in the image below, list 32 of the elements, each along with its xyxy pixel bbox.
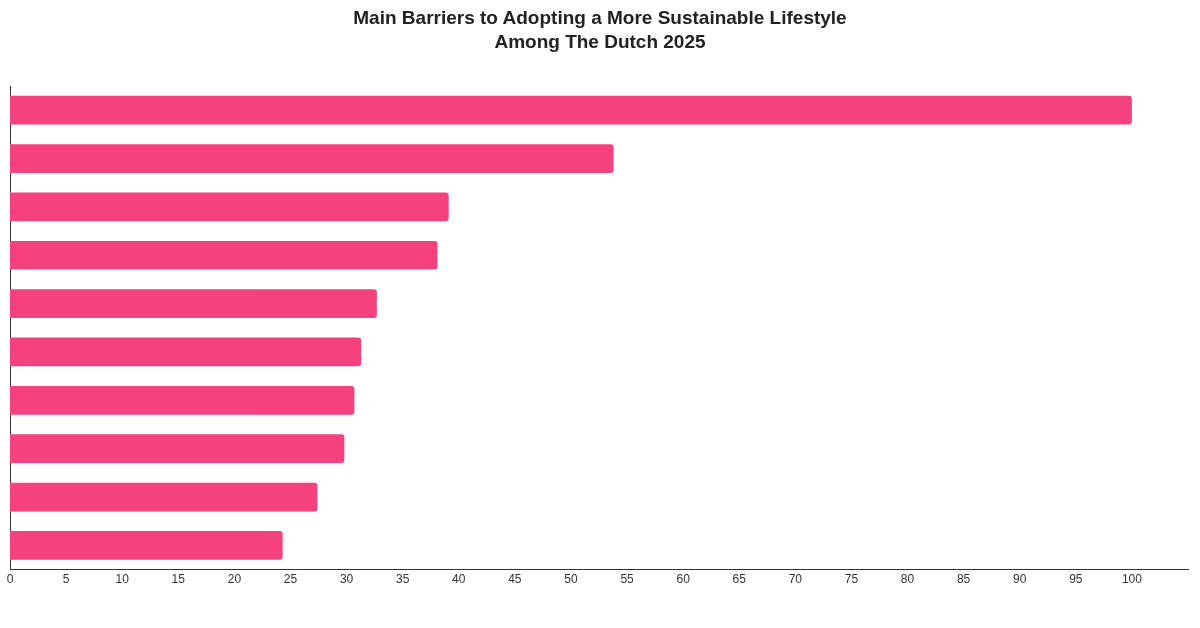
x-tick-label: 100	[1121, 572, 1143, 587]
x-tick-label: 20	[227, 572, 242, 587]
bar	[10, 434, 345, 464]
x-tick-label: 30	[339, 572, 354, 587]
x-tick-label: 40	[452, 572, 466, 587]
x-tick-label: 0	[6, 572, 14, 587]
x-tick-label: 35	[395, 572, 410, 587]
x-tick-label: 75	[844, 572, 859, 587]
x-tick-label: 45	[508, 572, 522, 587]
bar	[10, 385, 355, 415]
x-tick-label: 55	[620, 572, 635, 587]
x-tick-label: 10	[115, 572, 130, 587]
x-tick-label: 25	[283, 572, 298, 587]
bar	[10, 337, 362, 367]
x-tick-label: 65	[732, 572, 747, 587]
bar	[10, 144, 614, 173]
x-tick-label: 50	[564, 572, 578, 587]
x-tick-label: 70	[788, 572, 803, 587]
x-tick-label: 60	[676, 572, 691, 587]
chart-title: Main Barriers to Adopting a More Sustainable Lifestyle Among The Dutch 2025	[352, 6, 848, 54]
bar	[10, 192, 449, 222]
bar	[10, 482, 318, 512]
bar	[10, 95, 1132, 125]
x-tick-label: 85	[956, 572, 971, 587]
x-tick-label: 90	[1013, 572, 1027, 587]
bar	[10, 531, 283, 560]
bar	[10, 289, 377, 318]
x-tick-label: 15	[171, 572, 186, 587]
x-tick-label: 80	[900, 572, 915, 587]
x-tick-label: 5	[62, 572, 70, 587]
x-tick-label: 95	[1069, 572, 1083, 587]
bar	[10, 240, 438, 270]
